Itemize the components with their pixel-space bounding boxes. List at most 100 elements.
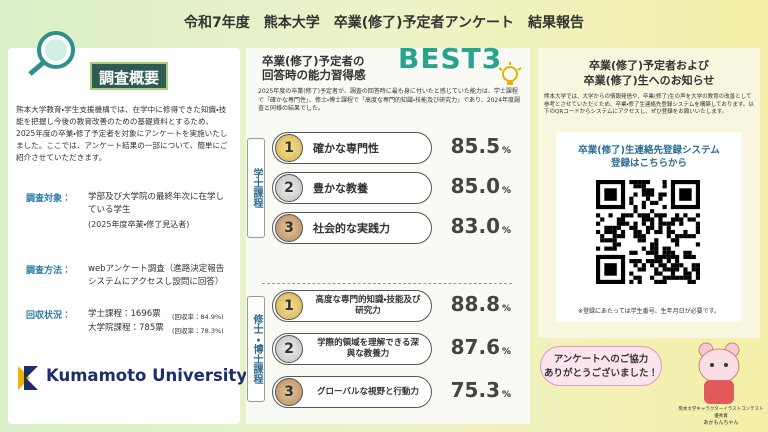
qr-module (666, 250, 671, 255)
qr-module (654, 200, 659, 205)
qr-module (675, 259, 680, 264)
qr-module (641, 238, 646, 243)
qr-module (695, 275, 700, 280)
title-line: 卒業(修了)予定者の (262, 54, 365, 68)
qr-module (620, 221, 626, 226)
qr-module (687, 275, 692, 280)
qr-module (637, 238, 642, 243)
qr-module (645, 229, 651, 235)
qr-module (650, 263, 655, 268)
rank-medal: 2 (275, 174, 303, 202)
qr-module (641, 221, 646, 226)
qr-module (641, 184, 646, 189)
qr-module (641, 246, 646, 251)
qr-module (641, 234, 646, 239)
qr-module (616, 225, 621, 230)
qr-module (679, 234, 684, 239)
qr-module (616, 234, 621, 239)
qr-module (679, 221, 684, 226)
qr-module (666, 225, 671, 230)
group-label: 修士・博士課程 (247, 296, 265, 402)
qr-module (695, 213, 700, 218)
qr-module (683, 250, 688, 255)
qr-module (629, 271, 634, 276)
qr-module (604, 229, 609, 235)
qr-module (633, 180, 638, 185)
qr-module (645, 196, 651, 201)
qr-module (670, 229, 676, 235)
rank-row: 1 高度な専門的知識・技能及び研究力 (272, 290, 432, 322)
qr-module (650, 209, 655, 214)
qr-module (637, 279, 642, 284)
qr-module (662, 254, 667, 260)
qr-module (675, 263, 680, 268)
qr-module (654, 254, 659, 260)
qr-module (629, 259, 634, 264)
rank-value: 87.6 (450, 335, 500, 359)
qr-module (633, 204, 638, 210)
rank-unit: % (502, 186, 512, 196)
target-note: (2025年度卒業・修了見込者) (88, 220, 190, 229)
rank-medal: 3 (275, 214, 303, 242)
rank-value: 85.5 (450, 134, 500, 158)
qr-module (683, 254, 688, 260)
qr-module (616, 217, 621, 222)
rank-row: 3 社会的な実践力 (272, 212, 432, 244)
qr-module (670, 275, 676, 280)
qr-module (662, 204, 667, 210)
qr-module (645, 217, 651, 222)
qr-module (691, 267, 696, 272)
qr-module (666, 246, 671, 251)
qr-module (670, 250, 676, 255)
page-title: 令和7年度 熊本大学 卒業(修了)予定者アンケート 結果報告 (184, 15, 584, 31)
qr-module (645, 225, 651, 230)
qr-module (654, 242, 659, 247)
rank-item: 社会的な実践力 (313, 221, 390, 235)
qr-module (683, 234, 688, 239)
qr-module (670, 263, 676, 268)
notice-body: 熊本大学では、大学からの情報発信や、卒業(修了)生の声を大学の教育の改善として参… (544, 94, 754, 115)
bubble-line: アンケートへのご協力 (553, 354, 649, 365)
qr-module (666, 275, 671, 280)
qr-module (616, 242, 621, 247)
qr-module (625, 221, 630, 226)
qr-title-line: 卒業(修了)生連絡先登録システム (578, 145, 720, 156)
qr-module (641, 267, 646, 272)
qr-module (608, 229, 613, 235)
qr-module (650, 242, 655, 247)
qr-module (695, 267, 700, 272)
qr-module (612, 238, 617, 243)
logo-text: Kumamoto University (46, 366, 248, 385)
qr-module (679, 188, 692, 201)
qr-module (645, 192, 651, 197)
qr-module (662, 250, 667, 255)
qr-module (662, 279, 667, 284)
qr-module (637, 267, 642, 272)
qr-module (687, 250, 692, 255)
qr-module (654, 259, 659, 264)
qr-module (620, 213, 626, 218)
qr-module (654, 246, 659, 251)
qr-module (616, 221, 621, 226)
qr-module (695, 263, 700, 268)
qr-module (596, 213, 601, 218)
qr-module (658, 254, 663, 260)
qr-module (645, 188, 651, 193)
rank-value: 75.3 (450, 378, 500, 402)
qr-module (658, 196, 663, 201)
qr-module (666, 267, 671, 272)
thanks-bubble: アンケートへのご協力 ありがとうございました！ (540, 346, 662, 386)
collection-label: 回収状況： (26, 311, 72, 321)
qr-module (645, 250, 651, 255)
qr-module (695, 242, 700, 247)
qr-module (650, 275, 655, 280)
qr-module (662, 263, 667, 268)
qr-module (691, 217, 696, 222)
qr-module (675, 234, 680, 239)
logo-mark (18, 366, 38, 390)
qr-module (645, 259, 651, 264)
target-text: 学部及び大学院の最終年次に在学している学生 (88, 192, 225, 215)
qr-module (641, 217, 646, 222)
qr-code[interactable] (596, 180, 700, 284)
qr-module (666, 229, 671, 235)
